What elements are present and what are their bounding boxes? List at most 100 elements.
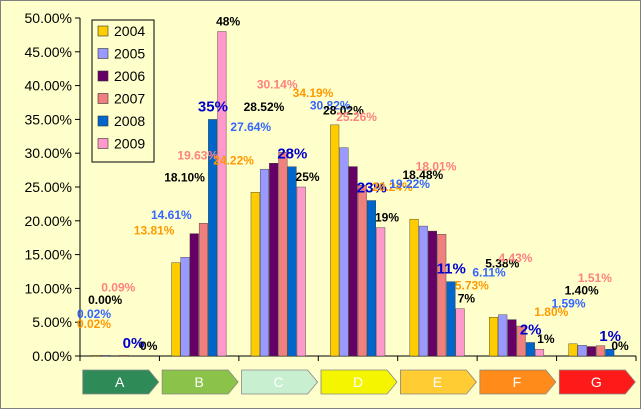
legend-label: 2007 xyxy=(114,91,145,107)
bar xyxy=(376,227,386,357)
bar xyxy=(367,200,377,357)
legend-label: 2004 xyxy=(114,23,145,39)
bar xyxy=(198,223,208,357)
data-label: 0% xyxy=(611,339,629,353)
data-label: 34.19% xyxy=(293,86,334,100)
bar xyxy=(428,230,438,357)
category-label: B xyxy=(194,374,203,390)
category-arrows: A B C D E F G xyxy=(82,369,636,395)
y-tick-label: 5.00% xyxy=(32,314,72,330)
bar xyxy=(250,192,260,357)
bar xyxy=(498,314,508,357)
data-label: 7% xyxy=(458,292,476,306)
bar xyxy=(437,234,447,357)
bar xyxy=(577,345,587,357)
bar xyxy=(568,343,578,357)
data-label: 4.43% xyxy=(498,251,532,265)
y-tick-label: 20.00% xyxy=(25,213,72,229)
data-label: 1% xyxy=(599,328,621,345)
legend-swatch xyxy=(97,48,109,59)
legend-label: 2006 xyxy=(114,68,145,84)
data-label: 2% xyxy=(520,321,542,338)
category-arrow xyxy=(241,369,319,395)
category-arrow xyxy=(82,369,160,395)
data-label: 5.73% xyxy=(455,278,489,292)
data-label: 5.38% xyxy=(485,257,519,271)
bar xyxy=(339,147,349,357)
bar xyxy=(357,185,367,357)
data-label: 18.10% xyxy=(164,171,205,185)
data-label: 0.00% xyxy=(88,293,122,307)
y-tick-label: 40.00% xyxy=(25,78,72,94)
y-tick-label: 15.00% xyxy=(25,247,72,263)
bar xyxy=(418,225,428,357)
axes: 0.00% 5.00% 10.00% 15.00% 20.00% 25.00% 30.00%… xyxy=(25,10,637,364)
data-label: 0% xyxy=(123,335,145,352)
data-label: 27.64% xyxy=(230,120,271,134)
legend-label: 2008 xyxy=(114,113,145,129)
category-label: D xyxy=(353,374,363,390)
category-arrow xyxy=(558,369,636,395)
data-label: 19.22% xyxy=(389,177,430,191)
bar xyxy=(330,124,340,357)
data-label: 28.52% xyxy=(244,100,285,114)
data-label: 30.82% xyxy=(310,99,351,113)
bar xyxy=(119,355,129,357)
data-label: 28.02% xyxy=(323,104,364,118)
data-label: 25.26% xyxy=(336,110,377,124)
bar xyxy=(446,281,456,357)
category-label: A xyxy=(115,374,125,390)
bar xyxy=(296,186,306,357)
legend-swatch xyxy=(97,115,109,127)
bar xyxy=(489,317,499,357)
data-label: 28% xyxy=(277,146,307,163)
data-label: 30.14% xyxy=(257,77,298,91)
bar xyxy=(348,166,358,357)
data-label: 0.09% xyxy=(101,280,135,294)
data-label: 6.11% xyxy=(472,266,506,280)
bar xyxy=(269,163,279,357)
bar xyxy=(535,349,545,357)
bar xyxy=(278,152,288,357)
bar xyxy=(586,346,596,357)
y-tick-label: 50.00% xyxy=(25,10,72,26)
data-label: 14.61% xyxy=(151,208,192,222)
bar xyxy=(605,349,615,357)
category-label: G xyxy=(591,374,602,390)
legend: 2004 2005 2006 2007 2008 2009 xyxy=(91,19,155,163)
data-label: 0.02% xyxy=(77,317,111,331)
legend-swatch xyxy=(97,93,109,104)
legend-swatch xyxy=(97,25,109,37)
bar xyxy=(217,31,227,357)
category-label: F xyxy=(513,374,522,390)
data-label: 0% xyxy=(140,339,158,353)
bar xyxy=(516,325,526,357)
bar xyxy=(507,319,517,357)
data-label: 1.40% xyxy=(565,284,599,298)
legend-swatch xyxy=(97,70,109,82)
data-label: 1.80% xyxy=(534,305,568,319)
legend-label: 2009 xyxy=(114,136,145,152)
bar xyxy=(171,262,181,357)
category-label: E xyxy=(433,374,442,390)
category-arrow xyxy=(400,369,477,395)
bar xyxy=(101,355,111,357)
data-label: 1% xyxy=(537,332,555,346)
data-label: 24.22% xyxy=(213,153,254,167)
data-label: 1.51% xyxy=(578,271,612,285)
category-arrow xyxy=(479,369,557,395)
data-label: 48% xyxy=(216,15,240,29)
data-label: 13.81% xyxy=(134,224,175,238)
y-tick-label: 10.00% xyxy=(25,280,72,296)
category-arrow xyxy=(161,369,239,395)
y-tick-label: 0.00% xyxy=(32,348,72,364)
legend-swatch xyxy=(97,138,109,149)
bar xyxy=(91,355,101,357)
bar xyxy=(287,166,297,357)
data-label: 19.63% xyxy=(177,148,218,162)
y-tick-label: 30.00% xyxy=(25,145,72,161)
data-label: 20.24% xyxy=(372,180,413,194)
y-tick-label: 45.00% xyxy=(25,44,72,60)
data-labels: 0.02%0.02%0.00%0.09%0%0%13.81%14.61%18.1… xyxy=(77,15,629,353)
